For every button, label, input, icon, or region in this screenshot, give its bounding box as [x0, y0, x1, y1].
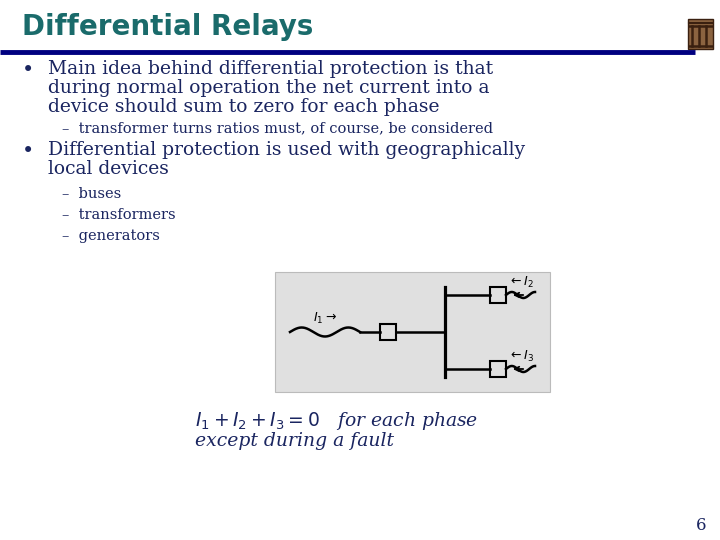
Text: $I_1 \rightarrow$: $I_1 \rightarrow$ [313, 311, 337, 326]
Text: –  transformers: – transformers [62, 208, 176, 222]
Bar [688, 19, 713, 49]
Text: 6: 6 [696, 517, 706, 534]
Bar [490, 287, 506, 303]
Text: •: • [22, 60, 35, 80]
Text: •: • [22, 141, 35, 161]
Text: local devices: local devices [48, 160, 169, 178]
Text: during normal operation the net current into a: during normal operation the net current … [48, 79, 490, 97]
Text: device should sum to zero for each phase: device should sum to zero for each phase [48, 98, 439, 116]
Bar [380, 324, 396, 340]
Bar [275, 272, 550, 392]
Text: Differential Relays: Differential Relays [22, 13, 313, 41]
Text: –  generators: – generators [62, 229, 160, 243]
Text: $\leftarrow I_2$: $\leftarrow I_2$ [508, 275, 534, 290]
Bar [490, 361, 506, 377]
Text: Differential protection is used with geographically: Differential protection is used with geo… [48, 141, 525, 159]
Text: except during a fault: except during a fault [195, 432, 394, 450]
Text: $\leftarrow I_3$: $\leftarrow I_3$ [508, 349, 534, 364]
Text: –  transformer turns ratios must, of course, be considered: – transformer turns ratios must, of cour… [62, 121, 493, 135]
Text: –  buses: – buses [62, 187, 121, 201]
Text: $I_1 + I_2 + I_3 = 0$   for each phase: $I_1 + I_2 + I_3 = 0$ for each phase [195, 410, 478, 432]
Text: Main idea behind differential protection is that: Main idea behind differential protection… [48, 60, 493, 78]
